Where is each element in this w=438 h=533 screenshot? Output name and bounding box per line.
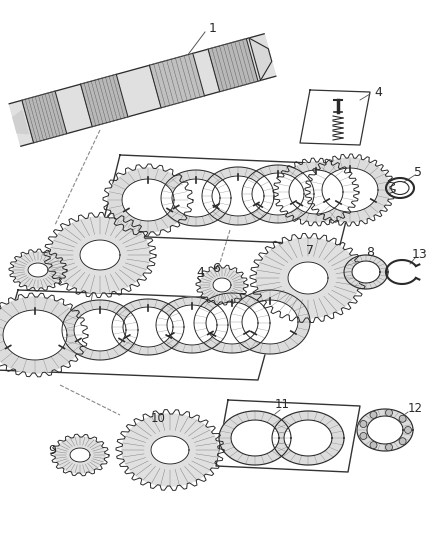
Polygon shape: [80, 240, 120, 270]
Polygon shape: [212, 176, 264, 216]
Text: 13: 13: [412, 247, 428, 261]
Polygon shape: [3, 310, 67, 360]
Polygon shape: [288, 262, 328, 294]
Polygon shape: [272, 411, 344, 465]
Polygon shape: [208, 39, 258, 92]
Polygon shape: [70, 448, 90, 462]
Polygon shape: [28, 263, 48, 277]
Polygon shape: [230, 290, 310, 354]
Text: 3: 3: [84, 303, 92, 317]
Polygon shape: [219, 411, 291, 465]
Text: 10: 10: [151, 411, 166, 424]
Polygon shape: [122, 414, 218, 486]
Polygon shape: [357, 409, 413, 451]
Polygon shape: [322, 168, 378, 212]
Polygon shape: [151, 436, 189, 464]
Polygon shape: [194, 293, 270, 353]
Polygon shape: [231, 420, 279, 456]
Polygon shape: [112, 299, 184, 355]
Text: 11: 11: [275, 399, 290, 411]
Polygon shape: [13, 252, 63, 288]
Circle shape: [399, 438, 406, 445]
Polygon shape: [289, 170, 343, 214]
Polygon shape: [310, 158, 390, 222]
Polygon shape: [256, 238, 360, 318]
Polygon shape: [344, 255, 388, 289]
Polygon shape: [50, 217, 150, 293]
Polygon shape: [81, 75, 128, 127]
Text: 1: 1: [209, 21, 217, 35]
Polygon shape: [62, 300, 138, 360]
Polygon shape: [161, 170, 231, 226]
Polygon shape: [108, 168, 188, 232]
Text: 7: 7: [306, 244, 314, 256]
Text: 12: 12: [407, 401, 423, 415]
Polygon shape: [202, 167, 274, 225]
Polygon shape: [167, 305, 217, 345]
Text: 4: 4: [374, 85, 382, 99]
Text: 2: 2: [14, 309, 22, 321]
Circle shape: [370, 411, 377, 418]
Polygon shape: [9, 34, 276, 146]
Text: 6: 6: [212, 262, 220, 274]
Polygon shape: [200, 268, 244, 302]
Polygon shape: [13, 111, 28, 134]
Text: 5: 5: [414, 166, 422, 179]
Polygon shape: [367, 416, 403, 444]
Polygon shape: [22, 91, 67, 143]
Polygon shape: [122, 179, 174, 221]
Polygon shape: [242, 300, 298, 344]
Text: 8: 8: [366, 246, 374, 260]
Polygon shape: [123, 307, 173, 347]
Circle shape: [360, 421, 367, 427]
Polygon shape: [74, 309, 126, 351]
Polygon shape: [55, 437, 105, 473]
Polygon shape: [284, 420, 332, 456]
Polygon shape: [149, 53, 205, 108]
Circle shape: [385, 409, 392, 416]
Circle shape: [370, 442, 377, 449]
Polygon shape: [252, 173, 304, 215]
Polygon shape: [156, 297, 228, 353]
Circle shape: [360, 432, 367, 440]
Text: 9: 9: [48, 443, 56, 456]
Polygon shape: [206, 302, 258, 344]
Polygon shape: [278, 162, 354, 222]
Polygon shape: [0, 297, 83, 373]
Polygon shape: [172, 179, 220, 217]
Polygon shape: [242, 165, 314, 223]
Circle shape: [385, 444, 392, 451]
Polygon shape: [249, 38, 272, 80]
Circle shape: [405, 426, 411, 433]
Text: 4: 4: [196, 265, 204, 279]
Circle shape: [399, 415, 406, 422]
Polygon shape: [213, 278, 231, 292]
Polygon shape: [352, 261, 380, 283]
